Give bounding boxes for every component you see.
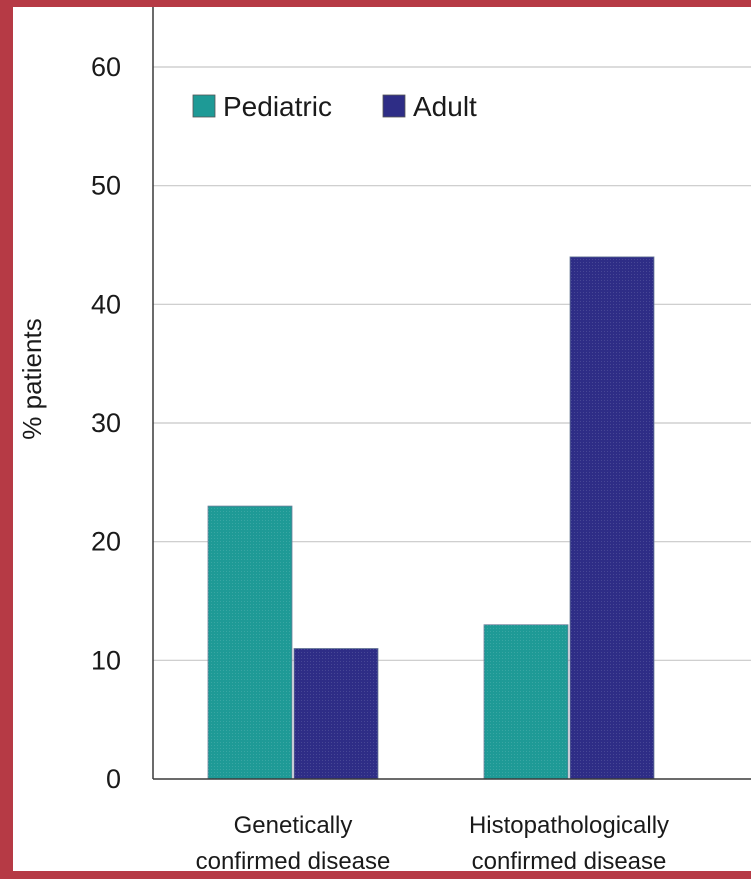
x-category-label: Genetically	[234, 812, 353, 839]
bar-texture	[570, 256, 654, 779]
legend-label-adult: Adult	[413, 91, 477, 122]
bars	[207, 256, 655, 780]
bar-texture	[484, 624, 568, 779]
x-category-label: Histopathologically	[469, 812, 669, 839]
legend-swatch-pediatric	[192, 94, 216, 118]
y-tick-label: 10	[91, 645, 121, 675]
axes	[152, 7, 751, 780]
y-tick-label: 20	[91, 527, 121, 557]
x-category-label: confirmed disease	[196, 848, 391, 871]
y-tick-label: 60	[91, 52, 121, 82]
y-tick-label: 0	[106, 764, 121, 794]
bar-chart: 0 10 20 30 40 50 60 Genetically confirmed disea…	[17, 7, 751, 871]
y-axis-title: % patients	[17, 318, 47, 439]
y-tick-label: 50	[91, 171, 121, 201]
x-category-labels: Genetically confirmed disease Histopatholo…	[196, 812, 669, 871]
x-category-label: confirmed disease	[472, 848, 667, 871]
legend-label-pediatric: Pediatric	[223, 91, 332, 122]
bar-texture	[208, 506, 292, 779]
legend: Pediatric Adult	[192, 91, 477, 122]
legend-swatch-adult	[382, 94, 406, 118]
chart-frame: 0 10 20 30 40 50 60 Genetically confirmed disea…	[13, 7, 751, 871]
y-tick-label: 40	[91, 289, 121, 319]
y-tick-label: 30	[91, 408, 121, 438]
bar-texture	[294, 648, 378, 779]
y-tick-labels: 0 10 20 30 40 50 60	[91, 52, 121, 794]
